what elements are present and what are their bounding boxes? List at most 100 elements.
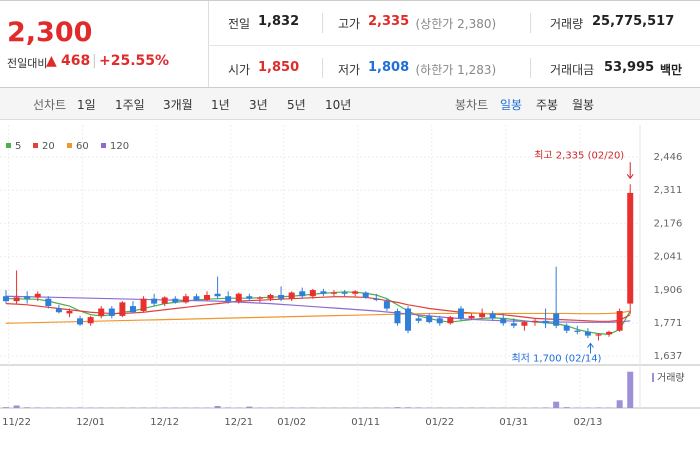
y-tick-label: 2,176 [654, 218, 683, 229]
candle-body [383, 301, 390, 309]
candle-body [267, 294, 274, 299]
candle-body [479, 313, 486, 318]
volume-bar [394, 407, 401, 408]
tab[interactable]: 주봉 [536, 98, 559, 112]
candle-body [278, 294, 285, 299]
candle-body [24, 296, 31, 299]
volume-bar [553, 401, 560, 408]
divider [208, 45, 700, 46]
candle-body [299, 291, 306, 297]
candle-body [341, 292, 348, 294]
x-tick-label: 01/31 [499, 417, 528, 428]
candle-body [182, 296, 189, 303]
legend-label: 120 [110, 141, 129, 152]
x-tick-label: 02/13 [573, 417, 602, 428]
volume-bar [415, 407, 422, 408]
y-tick-label: 1,637 [654, 351, 683, 362]
candle-body [574, 330, 581, 332]
candle-body [330, 292, 337, 294]
info-label: 시가 [228, 63, 251, 77]
x-tick-label: 12/12 [150, 417, 179, 428]
tab[interactable]: 월봉 [572, 98, 595, 112]
candle-body [405, 308, 412, 331]
x-tick-label: 11/22 [2, 417, 31, 428]
candle-body [352, 291, 359, 294]
candle-body [288, 292, 295, 299]
ma-line [5, 310, 631, 324]
quote-header: 2,300 전일대비 ▲ 468 | +25.55% 전일 1,832 고가 2,33… [0, 0, 700, 88]
tab[interactable]: 일봉 [500, 98, 523, 112]
tab[interactable]: 3개월 [163, 98, 193, 112]
ma-line [5, 295, 631, 323]
volume-bar [563, 407, 570, 408]
candle-body [510, 323, 517, 326]
tab-bar: 선차트 1일 1주일 3개월 1년 3년 5년 10년 봉차트 일봉 주봉 월봉 [0, 88, 700, 120]
y-tick-label: 1,906 [654, 285, 683, 296]
info-note: (하한가 1,283) [415, 63, 497, 77]
change-percent: +25.55% [99, 53, 170, 69]
legend-swatch [67, 143, 72, 148]
y-tick-label: 2,041 [654, 252, 683, 263]
candle-body [204, 294, 211, 300]
volume-bar [595, 407, 602, 408]
info-label: 거래량 [550, 17, 584, 31]
legend-label: 60 [76, 141, 89, 152]
tab[interactable]: 1일 [77, 98, 96, 112]
divider [322, 13, 323, 33]
tab-group-label: 봉차트 [455, 98, 489, 112]
candle-body [457, 308, 464, 319]
candle-body [193, 296, 200, 300]
candle-body [161, 297, 168, 304]
tab[interactable]: 10년 [325, 98, 352, 112]
x-tick-label: 01/11 [351, 417, 380, 428]
volume-bar [246, 406, 253, 408]
price: 2,300 [7, 17, 93, 48]
change: 468 [61, 53, 91, 69]
candle-body [55, 308, 62, 313]
candle-body [34, 293, 41, 298]
info-value: 25,775,517 [592, 14, 675, 29]
candle-body [595, 334, 602, 336]
candle-body [606, 331, 613, 335]
candle-body [108, 308, 115, 316]
info-value: 2,335 [368, 14, 410, 29]
candle-body [436, 318, 443, 324]
change-label: 전일대비 [7, 57, 48, 70]
candle-body [3, 296, 9, 302]
tab[interactable]: 3년 [249, 98, 268, 112]
candle-body [532, 320, 538, 323]
tab[interactable]: 5년 [287, 98, 306, 112]
candle-body [77, 318, 84, 325]
x-tick-label: 12/21 [224, 417, 253, 428]
divider [322, 58, 323, 78]
annotation: 최저 1,700 (02/14) [511, 353, 601, 365]
legend-label: 20 [42, 141, 55, 152]
volume-label: 거래량 [657, 372, 685, 384]
x-tick-label: 01/22 [425, 417, 454, 428]
candle-body [584, 331, 591, 336]
candle-body [13, 297, 20, 302]
legend-swatch [33, 143, 38, 148]
legend-swatch [6, 143, 11, 148]
info-label: 전일 [228, 17, 251, 31]
volume-bar [34, 407, 41, 408]
volume-bar [616, 400, 623, 408]
candle-body [500, 318, 507, 324]
candle-body [225, 296, 232, 302]
info-value: 1,808 [368, 60, 410, 75]
candle-body [98, 308, 105, 316]
candle-body [563, 325, 570, 331]
info-note: (상한가 2,380) [415, 17, 497, 31]
tab[interactable]: 1년 [211, 98, 230, 112]
candle-body [373, 298, 380, 300]
candle-body [415, 318, 422, 321]
y-tick-label: 2,311 [654, 185, 683, 196]
legend-label: 5 [15, 141, 21, 152]
candle-body [320, 291, 327, 294]
candle-body [45, 298, 52, 307]
tab[interactable]: 1주일 [115, 98, 145, 112]
candle-body [489, 313, 496, 319]
candle-body [214, 293, 221, 297]
